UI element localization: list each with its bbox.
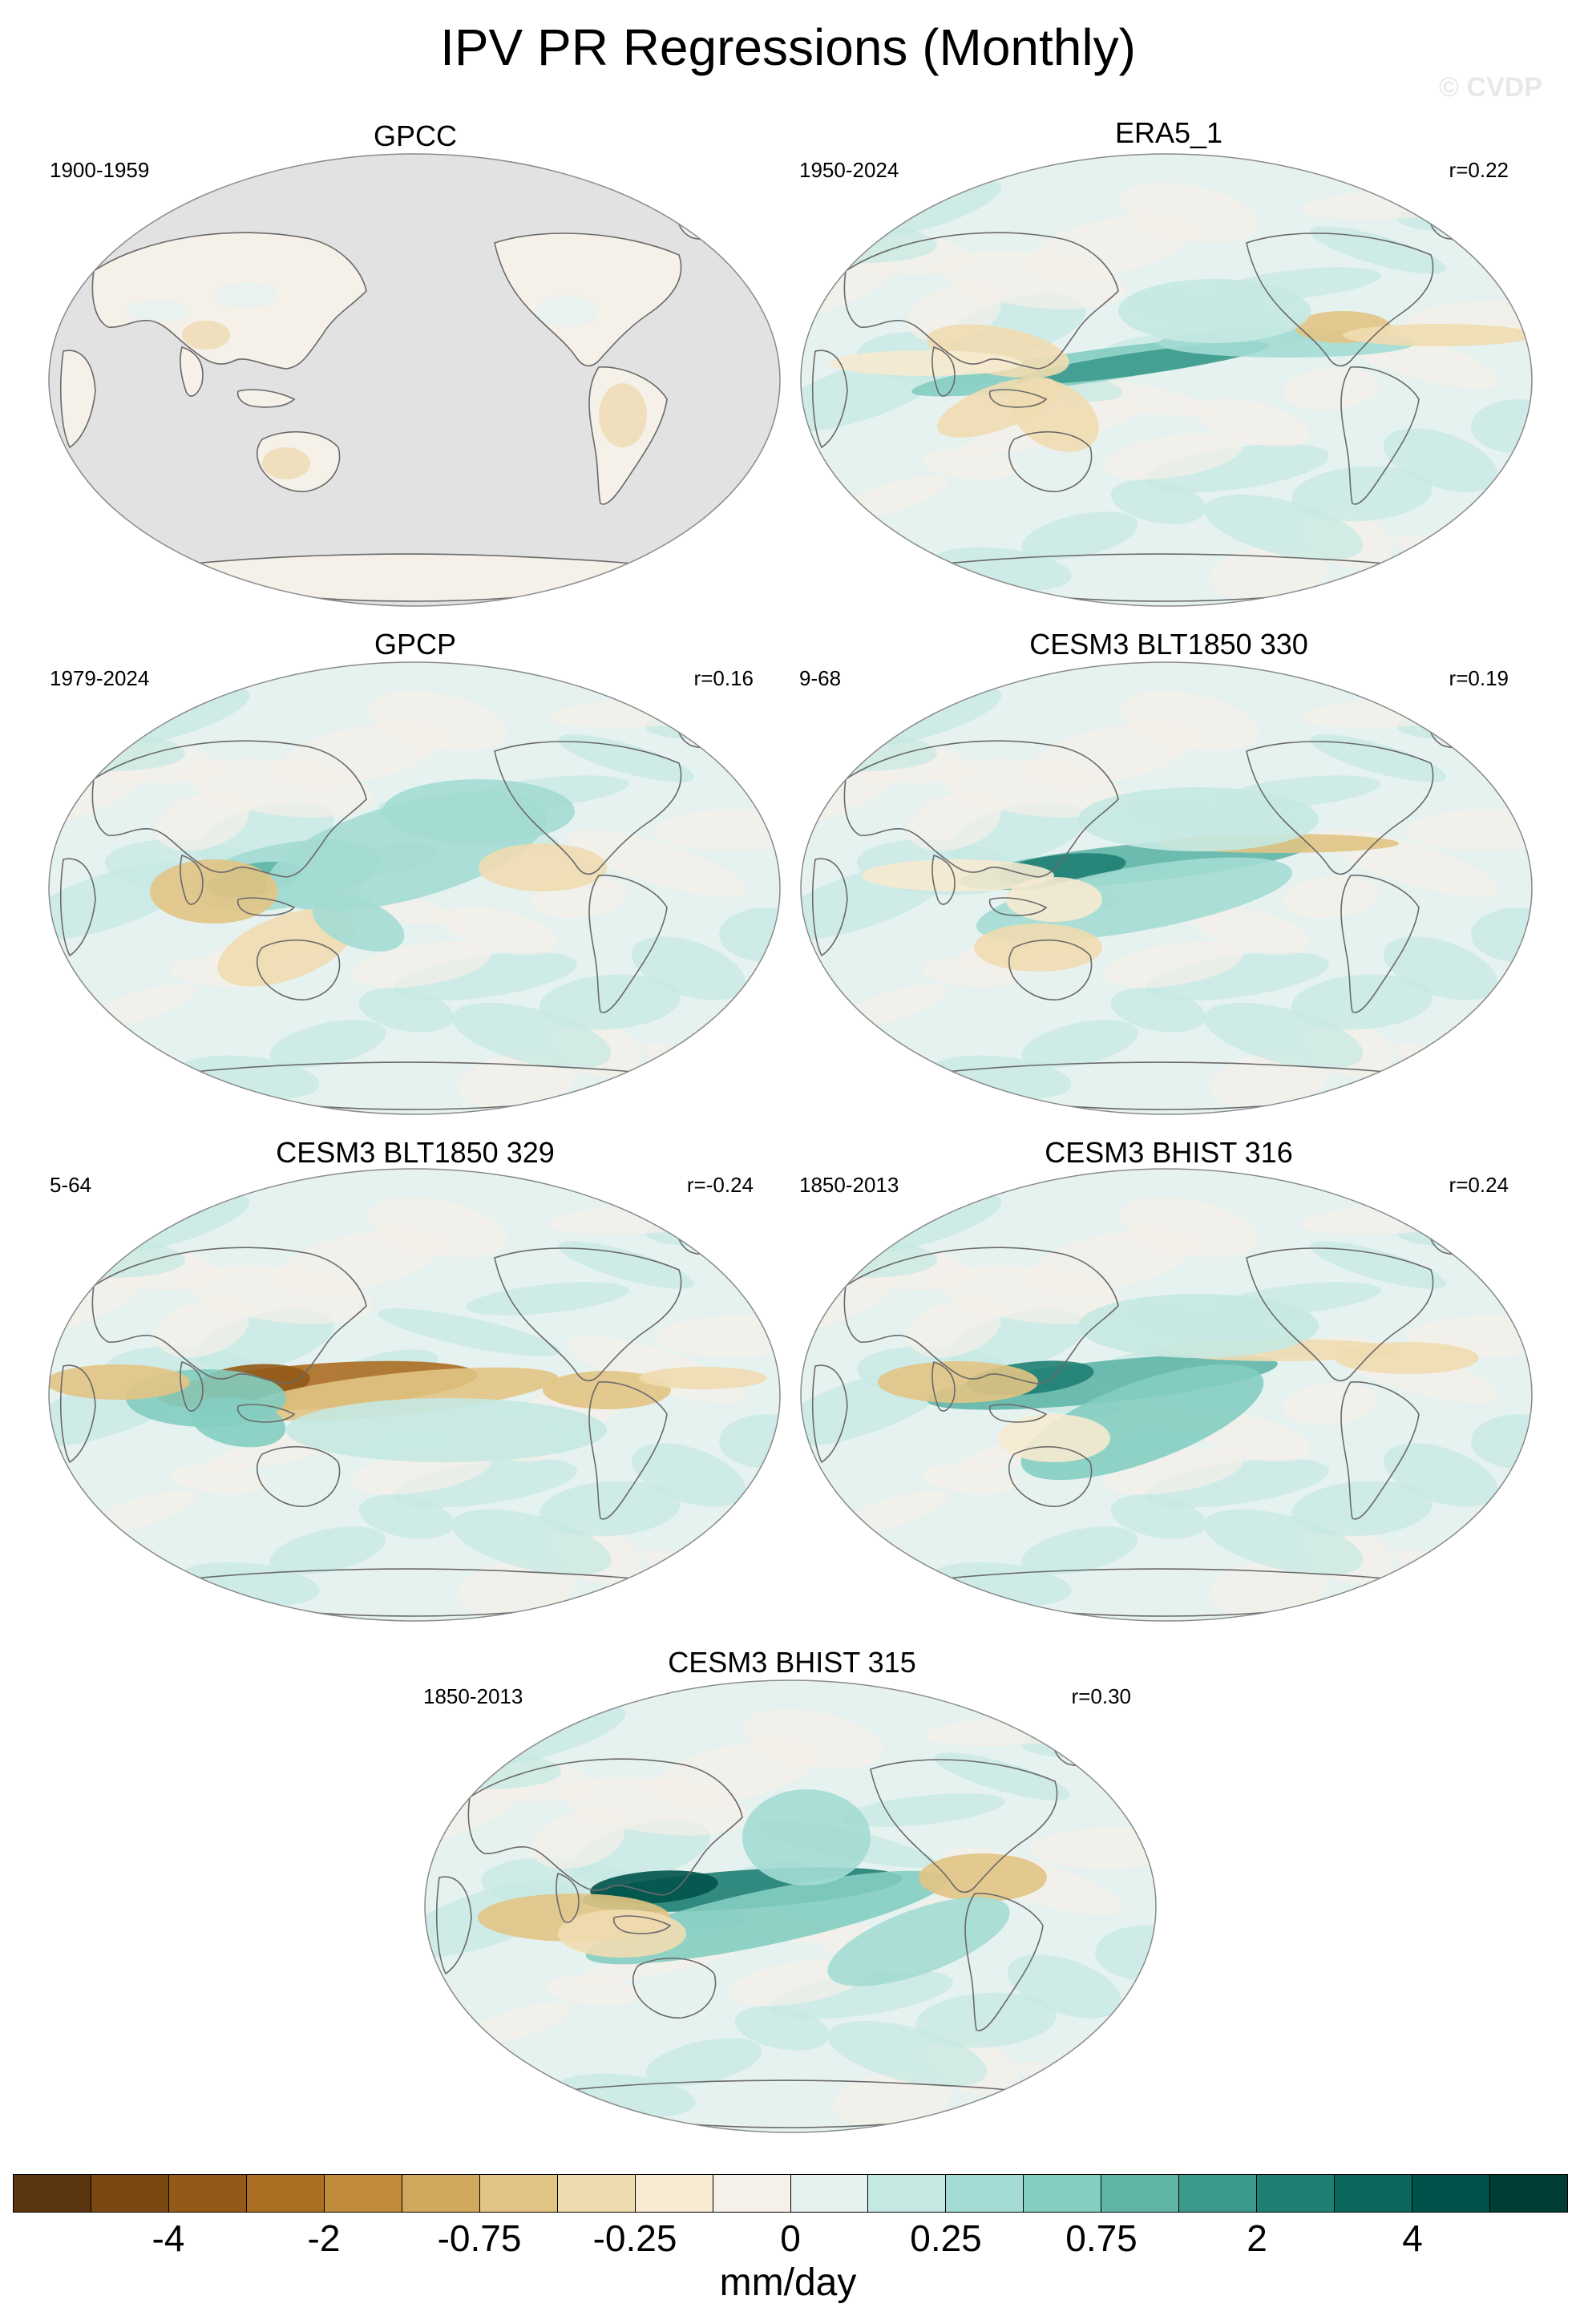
panel-corr-bhist-315: r=0.30 — [1071, 1684, 1131, 1708]
map-era5 — [800, 153, 1533, 607]
colorbar — [13, 2174, 1568, 2213]
colorbar-box — [713, 2175, 791, 2212]
map-blt1850-330 — [800, 661, 1533, 1115]
panel-corr-gpcp: r=0.16 — [693, 666, 754, 690]
colorbar-box — [868, 2175, 947, 2212]
colorbar-tick-label: -0.75 — [437, 2217, 522, 2259]
colorbar-box — [14, 2175, 91, 2212]
panel-title-gpcc: GPCC — [373, 119, 457, 152]
colorbar-box — [790, 2175, 869, 2212]
colorbar-tick-label: 0.75 — [1065, 2217, 1138, 2259]
colorbar-box — [246, 2175, 325, 2212]
colorbar-tick-label: -0.25 — [592, 2217, 677, 2259]
colorbar-box — [557, 2175, 636, 2212]
panel-period-era5: 1950-2024 — [799, 158, 899, 182]
colorbar-box — [1101, 2175, 1180, 2212]
colorbar-box — [91, 2175, 169, 2212]
panel-title-bhist-316: CESM3 BHIST 316 — [1045, 1136, 1293, 1169]
panel-title-era5: ERA5_1 — [1114, 116, 1223, 149]
colorbar-box — [1490, 2175, 1568, 2212]
colorbar-tick-label: 0.25 — [910, 2217, 982, 2259]
panel-period-gpcc: 1900-1959 — [50, 158, 150, 182]
colorbar-box — [635, 2175, 713, 2212]
colorbar-box — [1335, 2175, 1413, 2212]
colorbar-tick-label: -4 — [152, 2217, 185, 2259]
panel-corr-era5: r=0.22 — [1449, 158, 1509, 182]
map-bhist-315 — [424, 1679, 1157, 2133]
map-gpcp — [48, 661, 781, 1115]
colorbar-tick-label: 4 — [1402, 2217, 1423, 2259]
figure-title: IPV PR Regressions (Monthly) — [440, 18, 1136, 76]
colorbar-units: mm/day — [719, 2261, 857, 2304]
colorbar-box — [479, 2175, 558, 2212]
copyright-watermark: © CVDP — [1439, 72, 1542, 103]
panel-period-blt1850-330: 9-68 — [799, 666, 842, 690]
map-gpcc — [48, 153, 781, 607]
colorbar-tick-label: 2 — [1247, 2217, 1267, 2259]
panel-title-gpcp: GPCP — [374, 628, 457, 661]
panel-corr-blt1850-330: r=0.19 — [1449, 666, 1509, 690]
panel-corr-blt1850-329: r=-0.24 — [686, 1173, 754, 1197]
colorbar-box — [1179, 2175, 1258, 2212]
panel-period-bhist-315: 1850-2013 — [423, 1684, 523, 1708]
panel-corr-bhist-316: r=0.24 — [1449, 1173, 1509, 1197]
colorbar-tick-label: 0 — [780, 2217, 801, 2259]
panel-title-blt1850-329: CESM3 BLT1850 329 — [276, 1136, 555, 1169]
panel-period-gpcp: 1979-2024 — [50, 666, 150, 690]
map-blt1850-329 — [48, 1168, 781, 1622]
panel-title-blt1850-330: CESM3 BLT1850 330 — [1029, 628, 1308, 661]
map-bhist-316 — [800, 1168, 1533, 1622]
panel-period-blt1850-329: 5-64 — [50, 1173, 92, 1197]
colorbar-box — [946, 2175, 1024, 2212]
colorbar-box — [1024, 2175, 1102, 2212]
panel-period-bhist-316: 1850-2013 — [799, 1173, 899, 1197]
colorbar-box — [402, 2175, 480, 2212]
colorbar-box — [1412, 2175, 1491, 2212]
colorbar-box — [168, 2175, 247, 2212]
colorbar-tick-label: -2 — [307, 2217, 341, 2259]
colorbar-box — [324, 2175, 402, 2212]
colorbar-box — [1257, 2175, 1336, 2212]
panel-title-bhist-315: CESM3 BHIST 315 — [668, 1646, 916, 1679]
